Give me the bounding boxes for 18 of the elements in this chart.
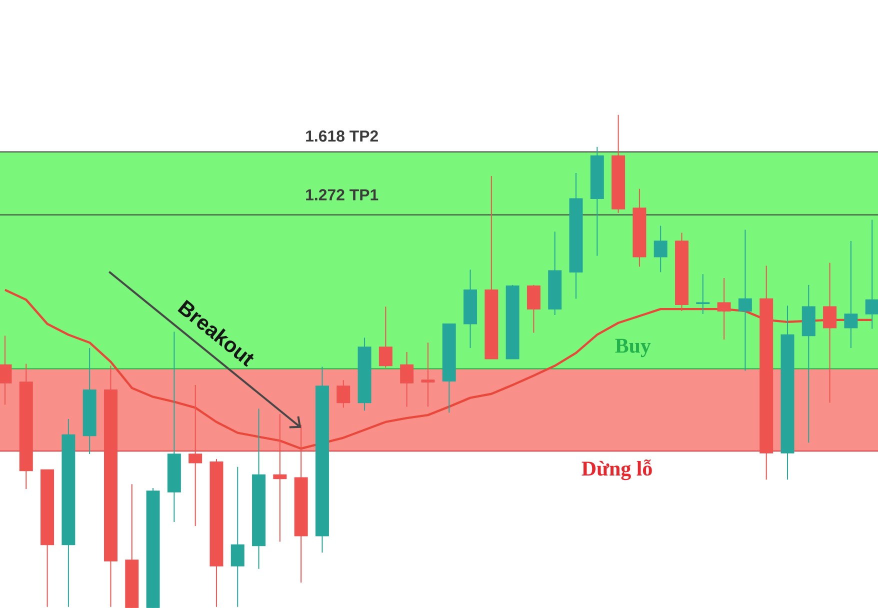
candlestick [273, 414, 287, 542]
ref-line-label: 1.618 TP2 [306, 130, 378, 142]
candlestick [188, 384, 202, 527]
candlestick [421, 342, 435, 408]
candlestick [336, 380, 350, 408]
candlestick [738, 229, 752, 372]
candlestick [230, 466, 244, 608]
candlestick [844, 240, 858, 349]
candlestick [526, 284, 540, 334]
ref-line-label: Buy [615, 339, 651, 358]
ref-line-label: Dừng lỗ [582, 460, 652, 480]
candlestick [717, 278, 731, 340]
candlestick [865, 219, 878, 330]
ref-line-label: 1.272 TP1 [306, 189, 378, 200]
candlestick [654, 225, 668, 273]
candlestick [823, 262, 837, 404]
candlestick [400, 352, 414, 408]
candlestick [378, 306, 392, 368]
